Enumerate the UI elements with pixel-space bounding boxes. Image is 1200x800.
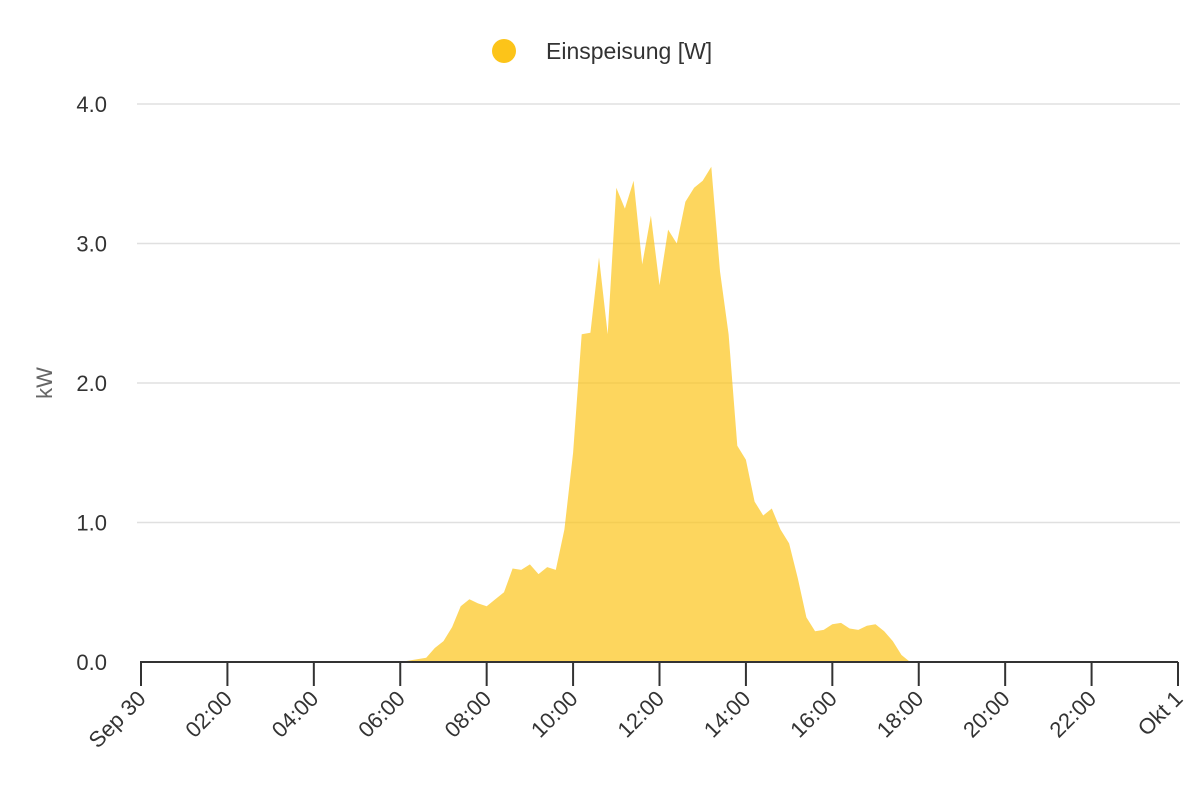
y-tick-label: 3.0 [76,232,107,257]
x-tick-label: 16:00 [785,686,842,743]
y-tick-label: 2.0 [76,371,107,396]
x-tick-label: 20:00 [958,686,1015,743]
y-tick-label: 4.0 [76,92,107,117]
series-area-einspeisung [141,166,1178,663]
x-tick-label: 12:00 [612,686,669,743]
x-tick-label: 10:00 [526,686,583,743]
x-tick-label: 04:00 [267,686,324,743]
y-axis-title: kW [32,367,57,399]
legend-label: Einspeisung [W] [546,38,712,64]
x-axis-ticks: Sep 30 02:00 04:00 06:00 08:00 10:00 12:00 14:0… [84,662,1188,753]
y-tick-label: 0.0 [76,650,107,675]
x-tick-label: 02:00 [180,686,237,743]
x-tick-label: 14:00 [699,686,756,743]
x-tick-label: Sep 30 [84,686,151,753]
x-tick-label: Okt 1 [1133,686,1188,741]
legend-swatch-icon [492,39,516,63]
y-tick-label: 1.0 [76,511,107,536]
y-axis-ticks: 0.0 1.0 2.0 3.0 4.0 [76,92,107,675]
x-tick-label: 22:00 [1045,686,1102,743]
x-tick-label: 06:00 [353,686,410,743]
x-tick-label: 18:00 [872,686,929,743]
x-tick-label: 08:00 [440,686,497,743]
legend[interactable]: Einspeisung [W] [492,38,712,64]
